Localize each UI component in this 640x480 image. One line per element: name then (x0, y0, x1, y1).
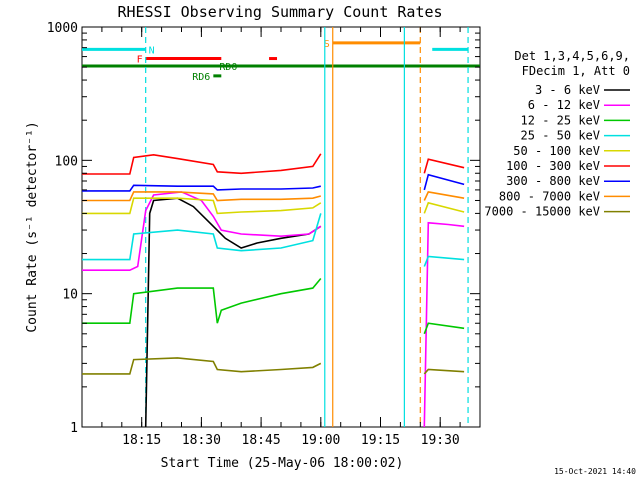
x-tick-label-18-15: 18:15 (122, 433, 161, 448)
legend: Det 1,3,4,5,6,9, FDecim 1, Att 0 3 - 6 k… (484, 49, 630, 219)
legend-label-3-6-kev: 3 - 6 keV (535, 83, 600, 97)
series-line-12-25-kev (423, 322, 465, 335)
series-line-800-7000-kev (423, 191, 465, 201)
series-line-7000-15000-kev (82, 357, 322, 375)
series-line-100-300-kev (82, 153, 322, 175)
legend-label-300-800-kev: 300 - 800 keV (506, 174, 600, 188)
legend-label-50-100-kev: 50 - 100 keV (513, 144, 600, 158)
x-tick-label-19-15: 19:15 (361, 433, 400, 448)
series-line-6-12-kev (82, 191, 322, 272)
chart-title: RHESSI Observing Summary Count Rates (117, 3, 442, 21)
series-line-50-100-kev (423, 201, 465, 214)
legend-label-7000-15000-kev: 7000 - 15000 keV (484, 205, 600, 219)
legend-header-decimation: FDecim 1, Att 0 (522, 64, 630, 78)
legend-header-detectors: Det 1,3,4,5,6,9, (514, 49, 630, 63)
series-line-25-50-kev (82, 213, 322, 261)
flag-label-n: N (149, 45, 155, 56)
legend-label-800-7000-kev: 800 - 7000 keV (499, 189, 600, 203)
legend-label-25-50-kev: 25 - 50 keV (521, 129, 600, 143)
series-line-25-50-kev (423, 255, 465, 267)
y-tick-label-100: 100 (55, 154, 78, 169)
series-lines (82, 153, 465, 428)
x-tick-label-18-45: 18:45 (242, 433, 281, 448)
y-axis-ticks: 1 10 100 1000 (47, 21, 480, 436)
y-tick-label-10: 10 (62, 288, 78, 303)
legend-label-6-12-kev: 6 - 12 keV (528, 98, 600, 112)
flag-label-f: F (137, 55, 143, 66)
x-tick-label-19-30: 19:30 (421, 433, 460, 448)
series-line-100-300-kev (423, 158, 465, 174)
series-line-12-25-kev (82, 277, 322, 325)
series-line-800-7000-kev (82, 191, 322, 202)
series-line-6-12-kev (423, 221, 465, 428)
x-axis-ticks: 18:15 18:30 18:45 19:00 19:15 19:30 (101, 27, 461, 448)
series-line-7000-15000-kev (423, 368, 465, 375)
flag-label-rd6: RD6 (192, 72, 210, 83)
legend-label-100-300-kev: 100 - 300 keV (506, 159, 600, 173)
flag-label-s: S (324, 39, 330, 50)
flag-label-rd0: RD0 (219, 62, 237, 73)
x-tick-label-18-30: 18:30 (182, 433, 221, 448)
flag-bars: NF S RD0 RD6 (82, 39, 480, 83)
series-line-50-100-kev (82, 197, 322, 215)
y-axis-label: Count Rate (s⁻¹ detector⁻¹) (25, 121, 40, 332)
footer-date: 15-Oct-2021 14:40 (554, 467, 636, 476)
y-tick-label-1: 1 (70, 421, 78, 436)
legend-label-12-25-kev: 12 - 25 keV (521, 113, 600, 127)
event-lines (145, 27, 469, 427)
y-tick-label-1000: 1000 (47, 21, 78, 36)
series-line-300-800-kev (82, 184, 321, 192)
x-tick-label-19-00: 19:00 (301, 433, 340, 448)
series-line-3-6-kev (144, 197, 322, 428)
x-axis-label: Start Time (25-May-06 18:00:02) (161, 456, 404, 471)
series-line-300-800-kev (423, 173, 465, 191)
